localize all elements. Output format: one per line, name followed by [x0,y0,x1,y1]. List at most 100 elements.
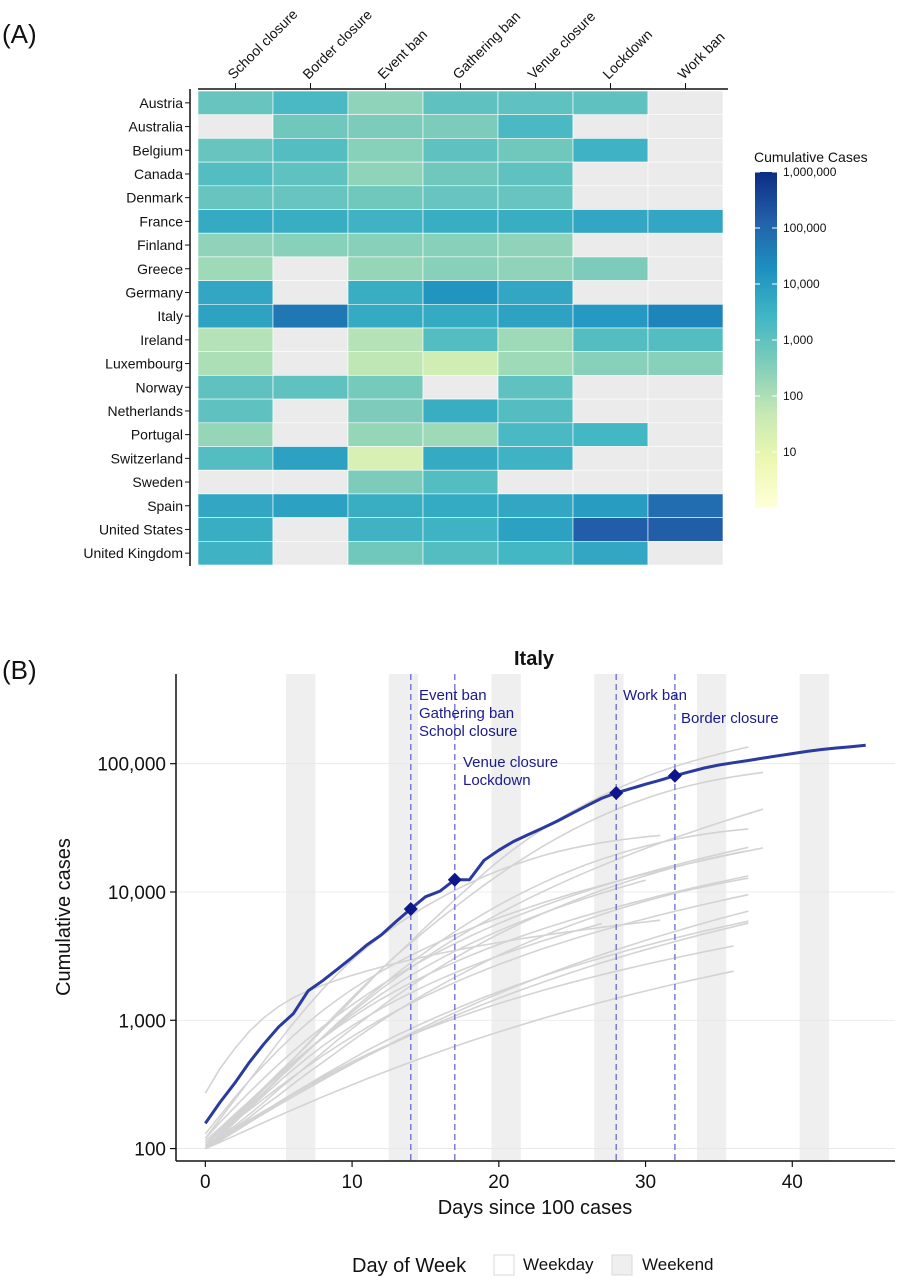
heatmap-cell [347,161,424,187]
other-country-line [204,771,764,1150]
other-country-line [204,879,646,1147]
heatmap-cell [197,351,274,376]
legend-label-weekday: Weekday [523,1255,594,1274]
weekend-band [286,674,316,1161]
heatmap-cell [647,232,724,258]
colorbar-ticks: 1,000,000 100,000 10,000 1,000 100 10 [755,165,837,459]
row-label: Finland [137,237,183,253]
heatmap-cell [347,327,424,353]
heatmap-cell [572,398,649,424]
heatmap-cell [647,469,724,495]
row-label: Luxembourg [105,356,183,372]
heatmap-cell [497,161,574,187]
heatmap-cell [272,209,349,234]
heatmap-cell [347,114,424,139]
heatmap-cell [347,375,424,400]
heatmap-cell [572,493,649,518]
heatmap-cell [572,469,649,495]
annotation-line: School closure [419,723,517,740]
row-label: Netherlands [108,403,184,419]
heatmap-cell [422,422,499,447]
day-of-week-legend: Day of Week Weekday Weekend [352,1254,714,1277]
row-label: Italy [157,308,183,324]
panel-b-label: (B) [2,655,37,685]
heatmap-cell [272,493,349,518]
heatmap-cell [647,161,724,187]
row-label: Norway [136,379,183,395]
heatmap-cell [422,138,499,163]
y-axis-label: Cumulative cases [53,838,75,996]
heatmap-cell [497,303,574,329]
heatmap-cell [647,114,724,139]
y-tick-label: 100 [134,1140,166,1161]
column-label: Border closure [299,6,375,82]
heatmap-cell [272,90,349,116]
other-country-line [204,922,602,1150]
heatmap-cell [647,446,724,471]
heatmap-cell [272,114,349,139]
heatmap-cell [572,161,649,187]
heatmap-cell [647,422,724,447]
heatmap-cell [572,303,649,329]
heatmap-cell [572,375,649,400]
heatmap-cell [572,256,649,281]
annotation-border-closure: Border closure [681,710,779,727]
intervention-marker [609,785,624,800]
heatmap-cell [572,280,649,305]
heatmap-cell [422,517,499,542]
row-label: Australia [129,119,184,135]
heatmap-cell [647,517,724,542]
column-label: Gathering ban [449,8,523,82]
heatmap-cell [497,90,574,116]
other-country-line [204,893,749,1144]
row-label: Spain [147,498,183,514]
weekend-bands [286,674,829,1161]
intervention-marker [403,901,418,916]
heatmap-cell [422,114,499,139]
heatmap-cell [347,185,424,210]
colorbar-tick-label: 10 [783,445,797,459]
heatmap-cell [197,161,274,187]
column-label: Work ban [674,29,728,83]
heatmap-cell [422,280,499,305]
heatmap-cell [272,517,349,542]
heatmap-cell [572,114,649,139]
other-country-line [204,847,764,1135]
heatmap-cell [347,209,424,234]
heatmap-cell [197,232,274,258]
heatmap-cell [422,446,499,471]
annotation-line: Event ban [419,687,487,704]
heatmap-cell [572,209,649,234]
other-country-lines [204,746,764,1150]
colorbar-tick-label: 1,000 [783,333,813,347]
row-label: Portugal [131,427,183,443]
legend-swatch-weekend [611,1254,633,1276]
italy-series [204,743,866,1125]
y-tick-label: 1,000 [118,1011,166,1032]
heatmap-cell [497,327,574,353]
other-country-line [204,846,749,1139]
heatmap-cell [347,422,424,447]
colorbar-legend: Cumulative Cases 1,000,000100,00010,0001… [754,149,868,508]
row-label: Sweden [132,474,183,490]
heatmap-cell [497,114,574,139]
row-label: Denmark [126,190,184,206]
heatmap-cell [497,209,574,234]
italy-line [204,743,866,1125]
y-tick-label: 100,000 [97,755,166,776]
annotation-line: Lockdown [463,772,531,789]
heatmap-cell [647,209,724,234]
heatmap-cell [647,256,724,281]
heatmap-cell [197,280,274,305]
heatmap-cell [572,232,649,258]
heatmap-cell [272,446,349,471]
heatmap-cell [272,469,349,495]
heatmap-cell [422,185,499,210]
heatmap-cell [197,540,274,566]
heatmap-cell [272,280,349,305]
heatmap-cell [497,256,574,281]
row-label: France [139,213,183,229]
heatmap-cell [647,493,724,518]
heatmap-cell [572,327,649,353]
